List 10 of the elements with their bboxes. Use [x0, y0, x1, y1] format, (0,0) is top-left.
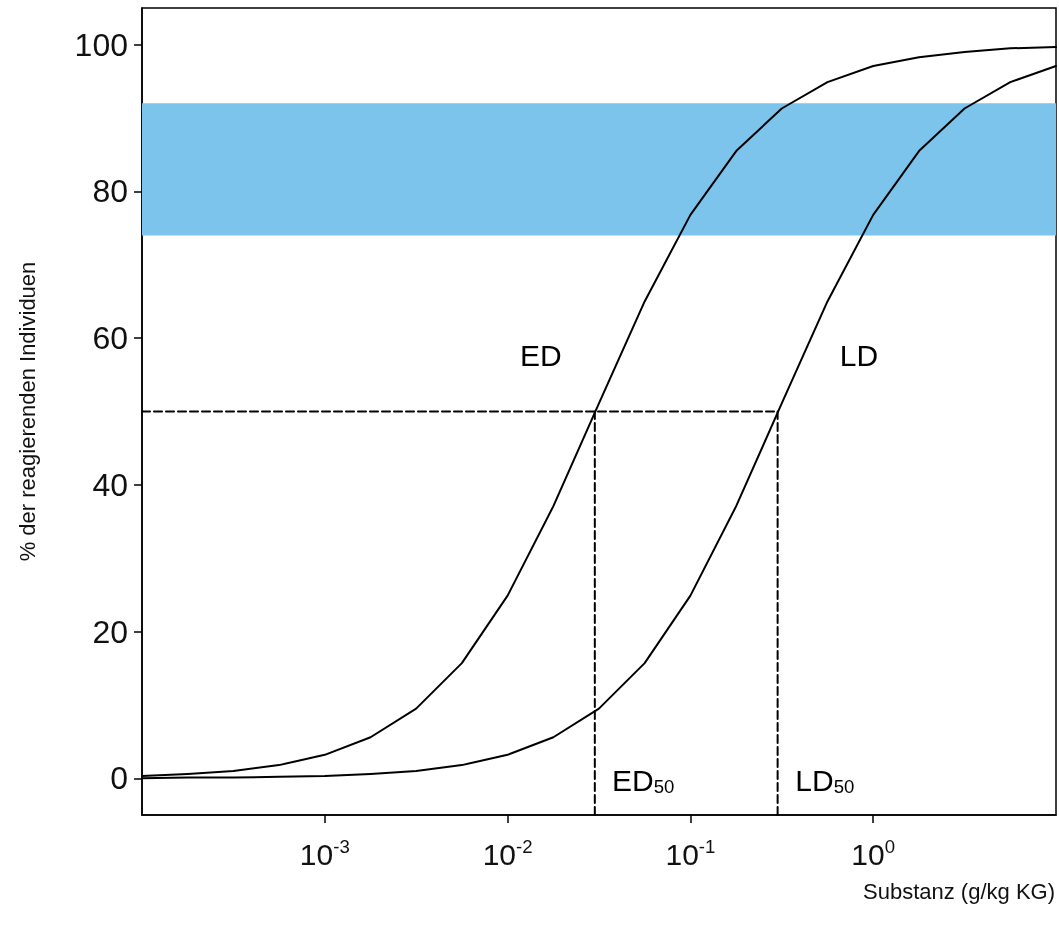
- y-tick-label: 40: [92, 466, 128, 503]
- x-axis-title: Substanz (g/kg KG): [863, 878, 1056, 904]
- y-tick-label: 0: [110, 760, 128, 797]
- y-tick-label: 80: [92, 173, 128, 210]
- annotation: ED: [519, 339, 562, 373]
- y-tick-label: 100: [74, 26, 128, 63]
- annotation: LD: [839, 339, 879, 373]
- y-tick-label: 20: [92, 613, 128, 650]
- y-axis-title: % der reagierenden Individuen: [14, 261, 40, 562]
- y-tick-label: 60: [92, 320, 128, 357]
